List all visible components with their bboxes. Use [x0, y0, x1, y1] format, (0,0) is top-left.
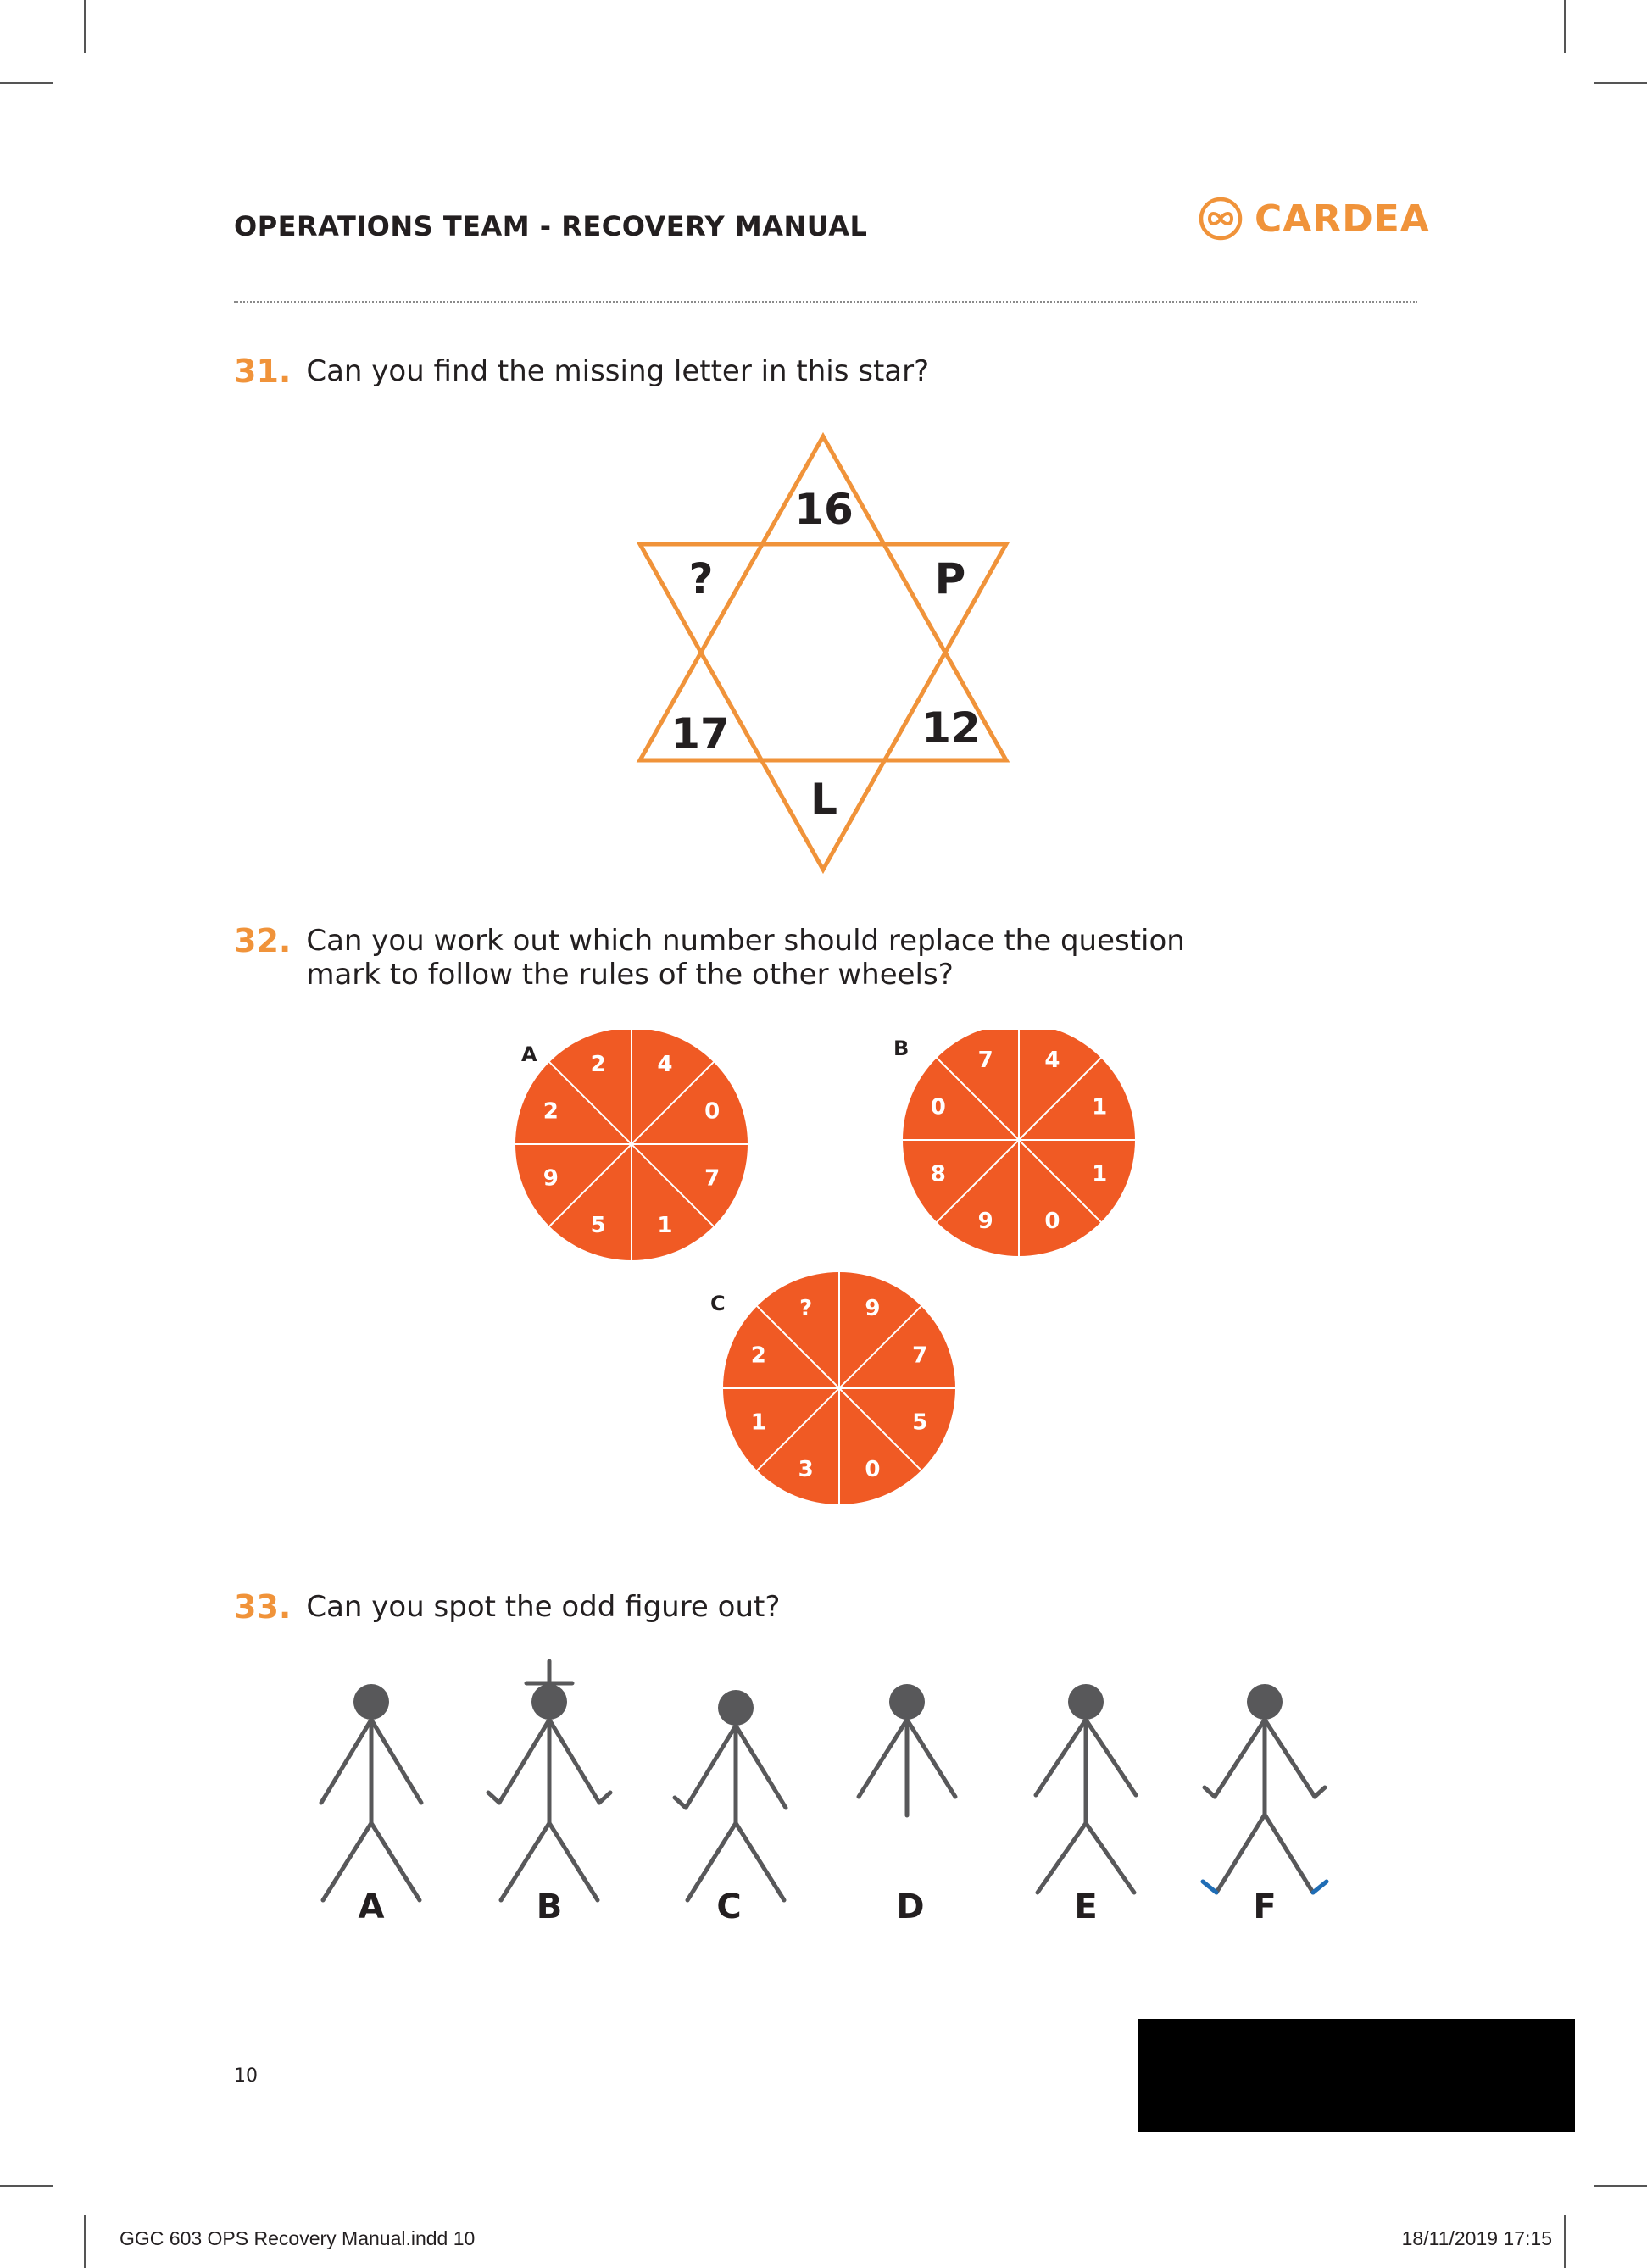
wheel-segment-value: 5 [912, 1409, 927, 1435]
page-number: 10 [234, 2065, 258, 2087]
wheel-segment-value: 9 [978, 1209, 993, 1234]
figure-label-b: B [537, 1887, 563, 1926]
stick-figure-c [672, 1690, 788, 1903]
print-slug-file: GGC 603 OPS Recovery Manual.indd 10 [120, 2227, 476, 2249]
question-number: 33. [234, 1588, 292, 1626]
question-text: Can you find the missing letter in this … [306, 354, 930, 388]
question-number: 32. [234, 922, 292, 959]
stick-figure-a [319, 1684, 424, 1903]
wheel-segment-value: 4 [1044, 1048, 1060, 1073]
wheel-divider [756, 1305, 922, 1471]
question-text: Can you work out which number should rep… [306, 924, 1185, 992]
wheel-label: A [521, 1042, 537, 1066]
wheel-segment-value: 1 [657, 1213, 672, 1238]
wheel-divider [936, 1057, 1102, 1223]
wheel-label: C [710, 1292, 726, 1315]
question-33: 33. Can you spot the odd figure out? [234, 1590, 780, 1624]
wheel-segment-value: 0 [865, 1457, 880, 1482]
wheel-segment-value: 2 [543, 1099, 559, 1125]
wheel-segment-value: 3 [798, 1457, 814, 1482]
stick-figure-e [1033, 1684, 1138, 1895]
wheel-label: B [893, 1037, 909, 1060]
wheel-segment-value: 2 [591, 1052, 606, 1077]
wheel-a: A 4 0 7 1 5 9 2 2 [515, 1030, 748, 1260]
star-upper-right-value: P [935, 554, 966, 603]
print-slug-date: 18/11/2019 17:15 [1401, 2227, 1552, 2249]
wheel-segment-value: 1 [1092, 1161, 1107, 1187]
cardea-logo: CARDEA [1199, 197, 1430, 241]
question-text-line-1: Can you work out which number should rep… [306, 924, 1185, 958]
wheel-segment-value: 2 [751, 1343, 766, 1369]
wheel-segment-value: 1 [1092, 1095, 1107, 1120]
wheel-segment-value: 7 [912, 1343, 927, 1369]
stick-figures: A B C D E F [319, 1659, 1329, 1926]
question-text-line-2: mark to follow the rules of the other wh… [306, 958, 954, 992]
wheel-segment-value: 4 [657, 1052, 672, 1077]
wheel-segment-value: 9 [543, 1165, 559, 1191]
star-top-value: 16 [794, 485, 854, 534]
figure-label-e: E [1074, 1887, 1097, 1926]
wheel-segment-value: 5 [591, 1213, 606, 1238]
logo-text: CARDEA [1255, 197, 1430, 241]
stick-figure-f [1200, 1684, 1329, 1895]
wheel-segment-value: ? [799, 1296, 812, 1321]
star-upward-triangle [636, 431, 1010, 763]
figure-label-a: A [359, 1887, 385, 1926]
page-header-title: OPERATIONS TEAM - RECOVERY MANUAL [234, 210, 868, 242]
star-lower-left-value: 17 [670, 709, 730, 759]
header-divider [234, 301, 1417, 303]
star-bottom-value: L [810, 775, 837, 824]
infinity-logo-icon [1199, 197, 1243, 241]
stick-figure-d [856, 1684, 958, 1818]
wheel-segment-value: 8 [931, 1161, 946, 1187]
figure-label-d: D [896, 1887, 924, 1926]
figure-label-c: C [716, 1887, 741, 1926]
question-number: 31. [234, 353, 292, 390]
star-lower-right-value: 12 [921, 703, 981, 753]
wheel-segment-value: 9 [865, 1296, 880, 1321]
wheel-segment-value: 7 [704, 1165, 720, 1191]
star-puzzle: 16 ? P 17 12 L [636, 431, 1010, 875]
star-upper-left-value: ? [688, 554, 713, 603]
figure-label-f: F [1253, 1887, 1276, 1926]
question-32: 32. Can you work out which number should… [234, 924, 1185, 992]
question-text: Can you spot the odd figure out? [306, 1590, 781, 1624]
wheel-segment-value: 0 [704, 1099, 720, 1125]
wheel-segment-value: 0 [1044, 1209, 1060, 1234]
wheel-segment-value: 1 [751, 1409, 766, 1435]
wheel-c: C 9 7 5 0 3 1 2? [710, 1272, 955, 1504]
wheel-segment-value: 0 [931, 1095, 946, 1120]
question-31: 31. Can you find the missing letter in t… [234, 354, 929, 388]
wheel-segment-value: 7 [978, 1048, 993, 1073]
wheel-divider [548, 1061, 715, 1227]
star-downward-triangle [636, 542, 1010, 875]
stick-figure-b [486, 1659, 613, 1903]
redaction-box [1138, 2019, 1575, 2132]
